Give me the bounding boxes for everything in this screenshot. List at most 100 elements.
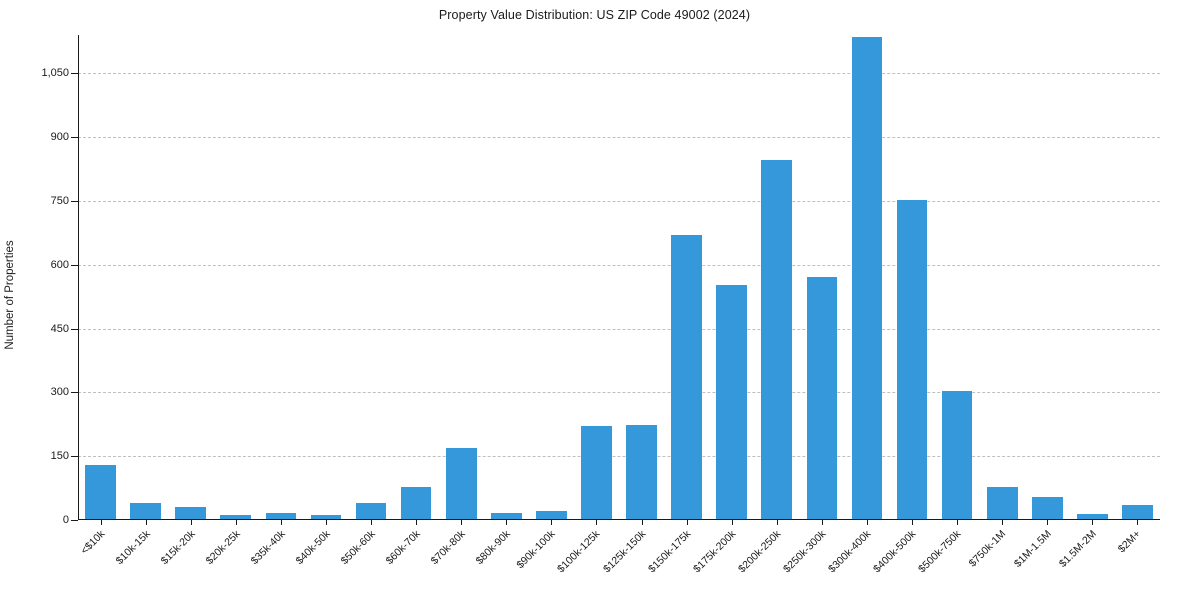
x-tick-label: $500k-750k [916, 528, 964, 576]
bar [806, 276, 838, 519]
chart-title: Property Value Distribution: US ZIP Code… [438, 8, 751, 22]
y-tick-mark [71, 392, 78, 394]
y-tick-label: 450 [50, 322, 69, 335]
x-tick-label: <$10k [77, 528, 107, 557]
gridline [78, 73, 1160, 75]
x-tick-label: $175k-200k [690, 528, 739, 576]
y-tick-label: 600 [50, 258, 69, 271]
x-tick-label: $10k-15k [113, 528, 153, 568]
x-tick-mark [235, 520, 237, 525]
bar [220, 514, 252, 519]
gridline [78, 328, 1160, 330]
bar [896, 199, 928, 519]
x-tick-label: $35k-40k [248, 528, 288, 568]
x-tick-label: $200k-250k [735, 528, 784, 576]
x-tick-mark [776, 520, 778, 525]
x-tick-label: $40k-50k [293, 528, 333, 568]
x-tick-mark [821, 520, 823, 525]
x-tick-mark [957, 520, 959, 525]
y-tick-mark [71, 328, 78, 330]
bar [626, 424, 657, 519]
axis-spine-bottom [78, 519, 1160, 520]
gridline [78, 264, 1160, 266]
x-tick-mark [866, 520, 868, 525]
x-tick-label: $90k-100k [514, 528, 558, 572]
x-tick-mark [145, 520, 147, 525]
bar [355, 503, 387, 519]
x-tick-mark [1092, 520, 1094, 525]
x-tick-label: $80k-90k [473, 528, 513, 568]
y-tick-label: 900 [50, 131, 69, 144]
x-tick-label: $15k-20k [158, 528, 198, 568]
bar [265, 513, 297, 519]
x-tick-mark [280, 520, 282, 525]
bar [1077, 513, 1108, 519]
x-tick-label: $50k-60k [338, 528, 378, 568]
x-tick-mark [461, 520, 463, 525]
x-tick-mark [1137, 520, 1139, 525]
y-tick-label: 300 [50, 386, 69, 399]
x-tick-label: $400k-500k [871, 528, 919, 576]
plot-background [78, 35, 1160, 520]
y-tick-mark [71, 456, 78, 458]
y-tick-label: 1,050 [41, 67, 69, 80]
y-tick-label: 0 [62, 514, 69, 526]
bar [445, 447, 477, 519]
x-tick-label: $250k-300k [780, 528, 829, 576]
bar [581, 426, 612, 519]
y-tick-mark [71, 264, 78, 266]
x-tick-label: $1.5M-2M [1057, 528, 1100, 570]
bar [1031, 496, 1063, 519]
bar [536, 510, 567, 519]
gridline [78, 200, 1160, 202]
x-tick-label: $125k-150k [600, 528, 648, 576]
y-tick-mark [71, 73, 78, 75]
x-tick-mark [551, 520, 553, 525]
x-tick-mark [190, 520, 192, 525]
y-tick-label: 750 [50, 194, 69, 207]
y-tick-mark [71, 200, 78, 202]
x-tick-mark [641, 520, 643, 525]
x-tick-label: $60k-70k [383, 528, 423, 568]
plot-area [78, 35, 1160, 520]
x-tick-mark [506, 520, 508, 525]
bar [761, 159, 793, 519]
bar [986, 487, 1018, 519]
x-tick-label: $100k-125k [555, 528, 603, 576]
x-tick-mark [1002, 520, 1004, 525]
x-tick-label: $20k-25k [203, 528, 243, 568]
x-tick-mark [912, 520, 914, 525]
x-tick-mark [596, 520, 598, 525]
x-tick-mark [325, 520, 327, 525]
x-tick-mark [100, 520, 102, 525]
x-tick-label: $750k-1M [966, 528, 1009, 570]
bar [941, 390, 973, 519]
gridline [78, 456, 1160, 458]
bar [130, 503, 161, 519]
bar [716, 285, 748, 519]
y-tick-label: 150 [50, 450, 69, 463]
x-tick-label: $70k-80k [428, 528, 468, 568]
bar [671, 235, 702, 519]
gridline [78, 392, 1160, 394]
x-tick-label: $300k-400k [826, 528, 874, 576]
bar [400, 487, 432, 519]
y-axis-label: Number of Properties [4, 240, 16, 350]
x-tick-mark [1047, 520, 1049, 525]
x-tick-label: $150k-175k [645, 528, 693, 576]
bar [1122, 504, 1153, 519]
x-tick-label: $2M+ [1116, 528, 1144, 556]
x-tick-label: $1M-1.5M [1012, 528, 1055, 570]
bar [85, 465, 116, 519]
x-tick-mark [416, 520, 418, 525]
x-tick-mark [731, 520, 733, 525]
axis-spine-left [78, 35, 79, 520]
x-tick-mark [371, 520, 373, 525]
bar [490, 512, 522, 519]
bar [175, 506, 207, 519]
bar [310, 514, 342, 519]
bar [851, 37, 883, 519]
y-tick-mark [71, 520, 78, 521]
gridline [78, 137, 1160, 139]
